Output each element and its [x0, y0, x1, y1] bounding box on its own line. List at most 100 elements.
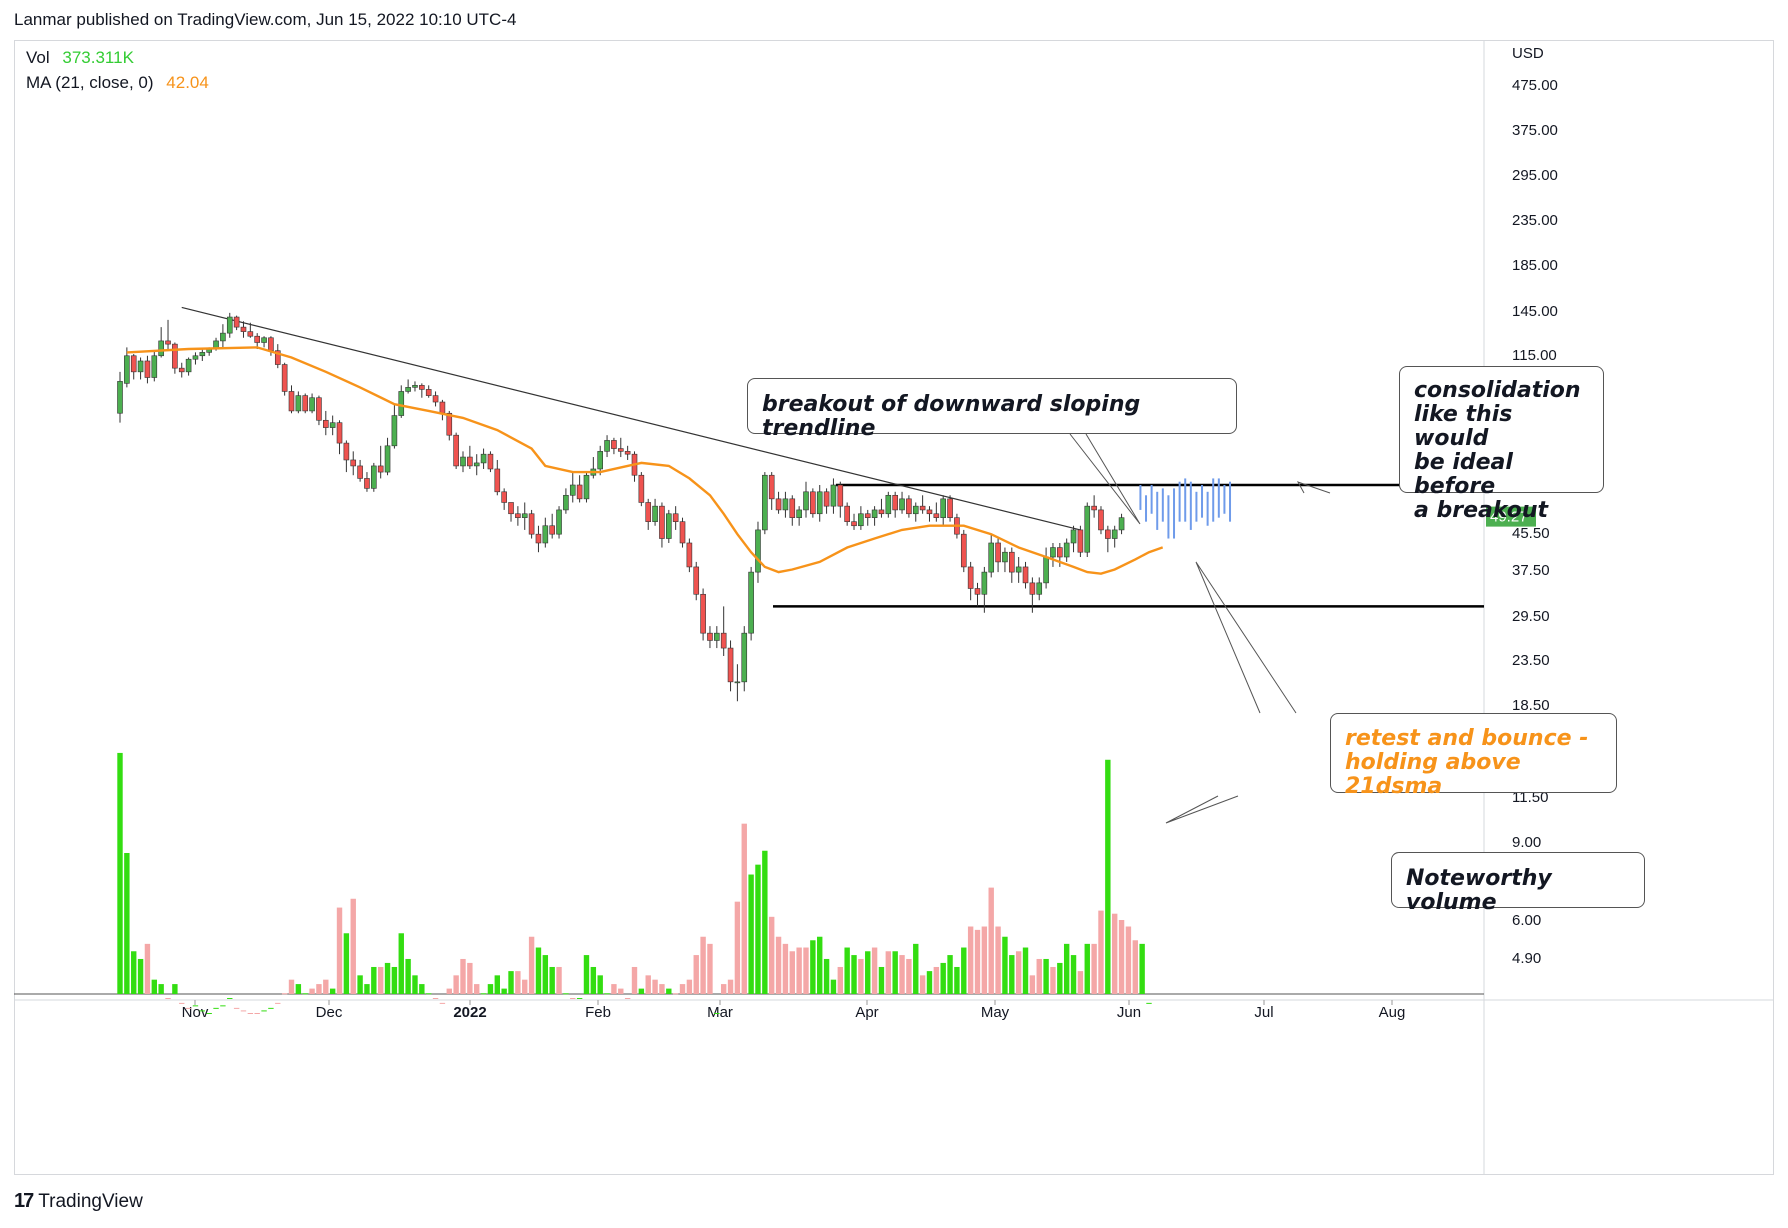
y-tick-label: 29.50	[1512, 608, 1550, 625]
candle-body	[803, 491, 809, 511]
candle-body	[734, 681, 741, 684]
candle-body	[295, 395, 302, 412]
candle-body	[130, 355, 137, 373]
candle-body	[947, 498, 953, 518]
x-tick-label: May	[981, 1004, 1010, 1021]
candle-body	[329, 422, 336, 428]
candle-body	[899, 498, 905, 511]
candle-body	[302, 395, 309, 412]
volume-bar	[398, 933, 404, 994]
volume-bar	[570, 998, 576, 999]
volume-bar	[1015, 951, 1022, 994]
candle-body	[1091, 505, 1097, 511]
chart-frame	[14, 40, 1774, 1175]
volume-bar	[590, 966, 597, 994]
volume-bar	[522, 979, 528, 994]
candle-body	[316, 397, 322, 421]
volume-bar	[439, 1002, 446, 1004]
x-tick-label: Jul	[1254, 1004, 1273, 1021]
y-tick-label: 9.00	[1512, 834, 1541, 851]
volume-bar	[1009, 955, 1015, 994]
callout-retest-pointer	[1195, 561, 1297, 714]
candle-body	[1029, 582, 1036, 595]
candle-body	[659, 505, 665, 539]
volume-bar	[611, 984, 617, 994]
candle-body	[1057, 547, 1063, 558]
volume-bar	[124, 852, 130, 994]
candle-body	[720, 632, 727, 649]
volume-bar	[1070, 955, 1077, 994]
y-tick-label: 235.00	[1512, 212, 1558, 229]
candle-body	[597, 451, 604, 470]
candle-body	[1008, 551, 1015, 573]
volume-bar	[343, 933, 350, 994]
y-tick-label: 4.90	[1512, 950, 1541, 967]
volume-bar	[1077, 971, 1084, 994]
candle-body	[816, 491, 823, 515]
volume-bar	[316, 984, 322, 994]
candle-body	[775, 498, 782, 511]
candle-body	[638, 474, 645, 503]
volume-bar	[727, 979, 734, 994]
y-tick-label: 23.50	[1512, 652, 1550, 669]
volume-bar	[631, 966, 638, 994]
y-tick-label: 295.00	[1512, 167, 1558, 184]
candle-body	[1002, 551, 1008, 563]
candle-body	[906, 498, 912, 515]
volume-bar	[144, 943, 151, 994]
volume-bar	[419, 984, 425, 994]
y-tick-label: 11.50	[1512, 789, 1548, 806]
y-tick-label: 475.00	[1512, 77, 1558, 94]
candle-body	[892, 494, 898, 511]
volume-bar	[281, 993, 288, 995]
candle-body	[919, 505, 926, 511]
candle-body	[1050, 547, 1056, 558]
y-tick-label: 145.00	[1512, 303, 1558, 320]
callout-breakout-text: breakout of downward sloping trendline	[762, 392, 1141, 441]
candle-body	[844, 505, 850, 522]
candle-body	[576, 484, 583, 500]
volume-bar	[885, 951, 892, 994]
candle-body	[569, 484, 576, 496]
currency-label: USD	[1512, 45, 1544, 62]
volume-bar	[913, 943, 919, 994]
candle-body	[672, 513, 679, 522]
volume-bar	[364, 984, 370, 994]
candle-body	[144, 360, 151, 378]
volume-bar	[446, 988, 452, 994]
candle-body	[220, 332, 226, 342]
volume-bar	[1084, 943, 1090, 994]
candle-body	[254, 335, 260, 343]
volume-bar	[542, 955, 549, 994]
candle-body	[851, 521, 857, 527]
candle-body	[508, 502, 514, 515]
volume-bar	[412, 975, 418, 994]
tradingview-logo-icon: 17	[14, 1190, 34, 1212]
candle-body	[268, 337, 274, 351]
volume-bar	[329, 988, 336, 994]
x-tick-label: Nov	[182, 1004, 209, 1021]
candle-body	[1105, 529, 1111, 539]
volume-bar	[501, 988, 507, 994]
callout-retest-line: retest and bounce -	[1345, 726, 1589, 751]
volume-bar	[1132, 940, 1138, 994]
candle-body	[837, 484, 844, 507]
candle-body	[926, 509, 933, 515]
candle-body	[528, 513, 535, 535]
volume-bar	[247, 1012, 254, 1014]
volume-bar	[1063, 943, 1070, 994]
volume-bar	[453, 975, 459, 994]
volume-bar	[233, 1007, 240, 1009]
candle-body	[412, 385, 418, 388]
candle-body	[1036, 582, 1043, 595]
candle-body	[1043, 556, 1049, 584]
volume-bar	[467, 962, 473, 994]
volume-bar	[494, 975, 500, 994]
candle-body	[727, 647, 734, 683]
volume-bar	[179, 1002, 185, 1004]
candle-body	[535, 533, 542, 544]
volume-bar	[796, 947, 802, 994]
volume-bar	[576, 998, 583, 999]
volume-bar	[755, 864, 761, 994]
